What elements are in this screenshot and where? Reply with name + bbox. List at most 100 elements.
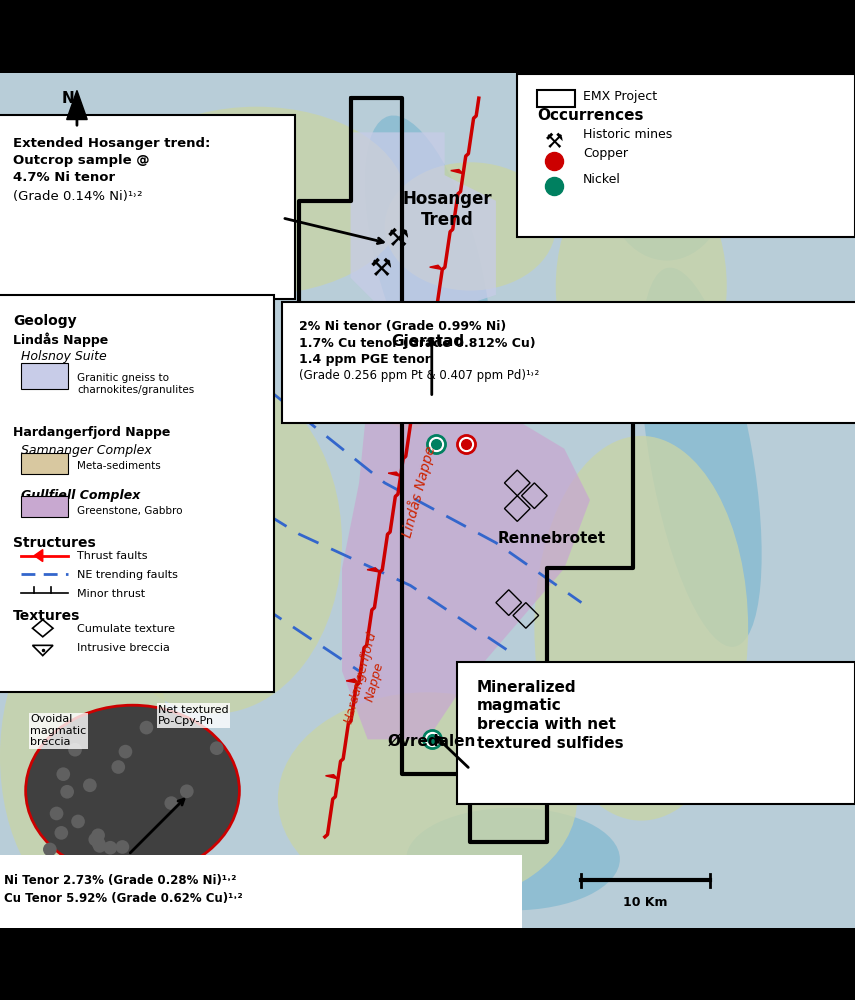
Text: EMX Project: EMX Project (583, 90, 657, 103)
Text: ⚒: ⚒ (369, 257, 392, 281)
Polygon shape (451, 170, 463, 174)
Text: Minor thrust: Minor thrust (77, 589, 145, 599)
FancyBboxPatch shape (517, 74, 855, 237)
Text: Textures: Textures (13, 609, 80, 623)
Circle shape (126, 792, 139, 805)
Text: 1.7% Cu tenor (Grade 0.812% Cu): 1.7% Cu tenor (Grade 0.812% Cu) (299, 337, 536, 350)
Polygon shape (388, 472, 400, 476)
Text: ⚒: ⚒ (545, 132, 563, 152)
Text: Historic mines: Historic mines (583, 128, 672, 141)
Circle shape (142, 770, 156, 784)
Circle shape (56, 731, 70, 744)
FancyBboxPatch shape (21, 496, 68, 517)
Ellipse shape (278, 692, 577, 906)
Text: Gjerstad: Gjerstad (391, 334, 464, 349)
Ellipse shape (0, 607, 171, 906)
Circle shape (141, 806, 155, 820)
Circle shape (96, 755, 109, 769)
Circle shape (204, 822, 218, 836)
Text: Rennebrotet: Rennebrotet (498, 531, 605, 546)
Circle shape (203, 726, 217, 739)
Polygon shape (367, 568, 380, 572)
Polygon shape (342, 397, 590, 739)
Polygon shape (351, 312, 470, 432)
Text: 4.7% Ni tenor: 4.7% Ni tenor (13, 171, 115, 184)
Text: Ni Tenor 2.73% (Grade 0.28% Ni)¹˒²: Ni Tenor 2.73% (Grade 0.28% Ni)¹˒² (4, 874, 237, 887)
Text: Geology: Geology (13, 314, 76, 328)
Text: Cu Tenor 5.92% (Grade 0.62% Cu)¹˒²: Cu Tenor 5.92% (Grade 0.62% Cu)¹˒² (4, 892, 243, 905)
Text: Ovoidal
magmatic
breccia: Ovoidal magmatic breccia (30, 714, 86, 747)
FancyBboxPatch shape (0, 115, 295, 299)
Polygon shape (351, 132, 496, 312)
Text: Thrust faults: Thrust faults (77, 551, 147, 561)
Circle shape (56, 785, 69, 798)
Text: (Grade 0.14% Ni)¹˒²: (Grade 0.14% Ni)¹˒² (13, 190, 142, 203)
Text: Øvredalen: Øvredalen (387, 734, 476, 749)
FancyBboxPatch shape (0, 855, 522, 936)
Text: Outcrop sample @: Outcrop sample @ (13, 154, 150, 167)
Ellipse shape (534, 436, 748, 821)
Ellipse shape (556, 158, 727, 414)
Text: Extended Hosanger trend:: Extended Hosanger trend: (13, 137, 210, 150)
Ellipse shape (43, 179, 214, 393)
Polygon shape (67, 90, 87, 120)
Text: Mineralized: Mineralized (477, 680, 577, 695)
Circle shape (150, 829, 164, 843)
FancyBboxPatch shape (21, 453, 68, 474)
Text: breccia with net: breccia with net (477, 717, 616, 732)
Text: 1.4 ppm PGE tenor: 1.4 ppm PGE tenor (299, 353, 431, 366)
Text: magmatic: magmatic (477, 698, 562, 713)
Circle shape (54, 836, 68, 850)
Ellipse shape (406, 808, 620, 910)
Circle shape (75, 725, 89, 739)
FancyBboxPatch shape (0, 73, 855, 928)
Text: Hardangerfjord Nappe: Hardangerfjord Nappe (13, 426, 170, 439)
Text: Samnanger Complex: Samnanger Complex (21, 444, 152, 457)
Text: Cumulate texture: Cumulate texture (77, 624, 175, 634)
Polygon shape (430, 265, 442, 270)
Circle shape (164, 737, 178, 751)
Text: Structures: Structures (13, 536, 96, 550)
Text: Hardangerfjord
Nappe: Hardangerfjord Nappe (342, 630, 393, 729)
Polygon shape (326, 775, 338, 779)
Text: Gullfjell Complex: Gullfjell Complex (21, 489, 141, 502)
Text: Meta-sediments: Meta-sediments (77, 461, 161, 471)
Polygon shape (346, 679, 359, 683)
Text: textured sulfides: textured sulfides (477, 736, 623, 751)
Text: Holsnoy Suite: Holsnoy Suite (21, 350, 107, 363)
FancyBboxPatch shape (21, 363, 68, 389)
Ellipse shape (26, 705, 239, 876)
Text: Granitic gneiss to
charnokites/granulites: Granitic gneiss to charnokites/granulite… (77, 373, 194, 395)
FancyBboxPatch shape (457, 662, 855, 804)
Ellipse shape (364, 115, 491, 406)
Circle shape (115, 768, 129, 782)
Polygon shape (409, 376, 422, 381)
FancyBboxPatch shape (282, 302, 855, 423)
Circle shape (100, 764, 114, 778)
Text: 2% Ni tenor (Grade 0.99% Ni): 2% Ni tenor (Grade 0.99% Ni) (299, 320, 506, 333)
Circle shape (130, 739, 144, 752)
Text: ⚒: ⚒ (386, 227, 409, 251)
Circle shape (50, 836, 64, 850)
Text: Nickel: Nickel (583, 173, 621, 186)
Circle shape (197, 816, 210, 830)
Text: Occurrences: Occurrences (537, 108, 644, 123)
Text: Intrusive breccia: Intrusive breccia (77, 643, 170, 653)
Text: Greenstone, Gabbro: Greenstone, Gabbro (77, 506, 182, 516)
Text: 10 Km: 10 Km (623, 896, 668, 909)
Ellipse shape (94, 291, 162, 504)
Text: Lindås Nappe: Lindås Nappe (399, 444, 439, 539)
Polygon shape (34, 550, 43, 562)
Circle shape (64, 838, 78, 852)
Circle shape (137, 774, 150, 788)
Text: Net textured
Po-Cpy-Pn: Net textured Po-Cpy-Pn (158, 705, 229, 726)
Ellipse shape (603, 90, 731, 261)
Ellipse shape (107, 107, 406, 295)
Ellipse shape (86, 372, 342, 714)
Text: NE trending faults: NE trending faults (77, 570, 178, 580)
Ellipse shape (385, 162, 556, 291)
Text: N: N (62, 91, 74, 106)
Text: (Grade 0.256 ppm Pt & 0.407 ppm Pd)¹˒²: (Grade 0.256 ppm Pt & 0.407 ppm Pd)¹˒² (299, 369, 540, 382)
Ellipse shape (640, 268, 762, 647)
Text: Hosanger
Trend: Hosanger Trend (403, 190, 492, 229)
